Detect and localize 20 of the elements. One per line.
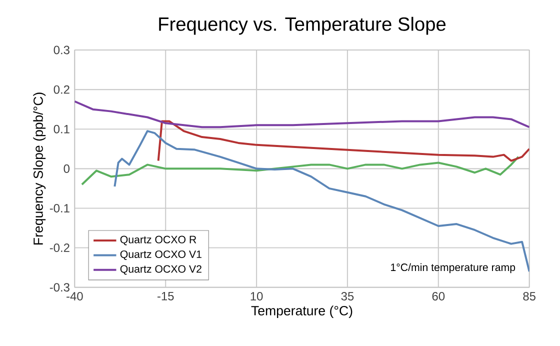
y-tick-label: -0.3 [50,283,70,292]
annotation: 1°C/min temperature ramp [391,263,516,274]
x-tick-label: -40 [66,292,83,300]
y-tick-label: 0.3 [54,46,70,54]
y-tick-label: 0.2 [54,85,70,94]
legend-label: Quartz OCXO R [120,236,196,246]
x-tick-label: -15 [158,292,174,300]
chart-title: Frequency vs. Temperature Slope [159,16,446,35]
y-axis-title: Frequency Slope (ppb/°C) [33,92,46,244]
y-tick-label: -0.2 [50,244,70,252]
x-tick-label: 10 [250,292,263,300]
legend-label: Quartz OCXO V1 [120,250,202,260]
y-tick-label: -0.1 [50,204,70,212]
y-tick-label: 0 [64,164,70,173]
x-tick-label: 60 [432,292,445,300]
x-tick-label: 35 [341,292,354,300]
legend-label: Quartz OCXO V2 [120,265,202,275]
x-axis-title: Temperature (°C) [251,306,352,318]
x-tick-label: 85 [523,292,536,300]
y-tick-label: 0.1 [54,124,70,134]
